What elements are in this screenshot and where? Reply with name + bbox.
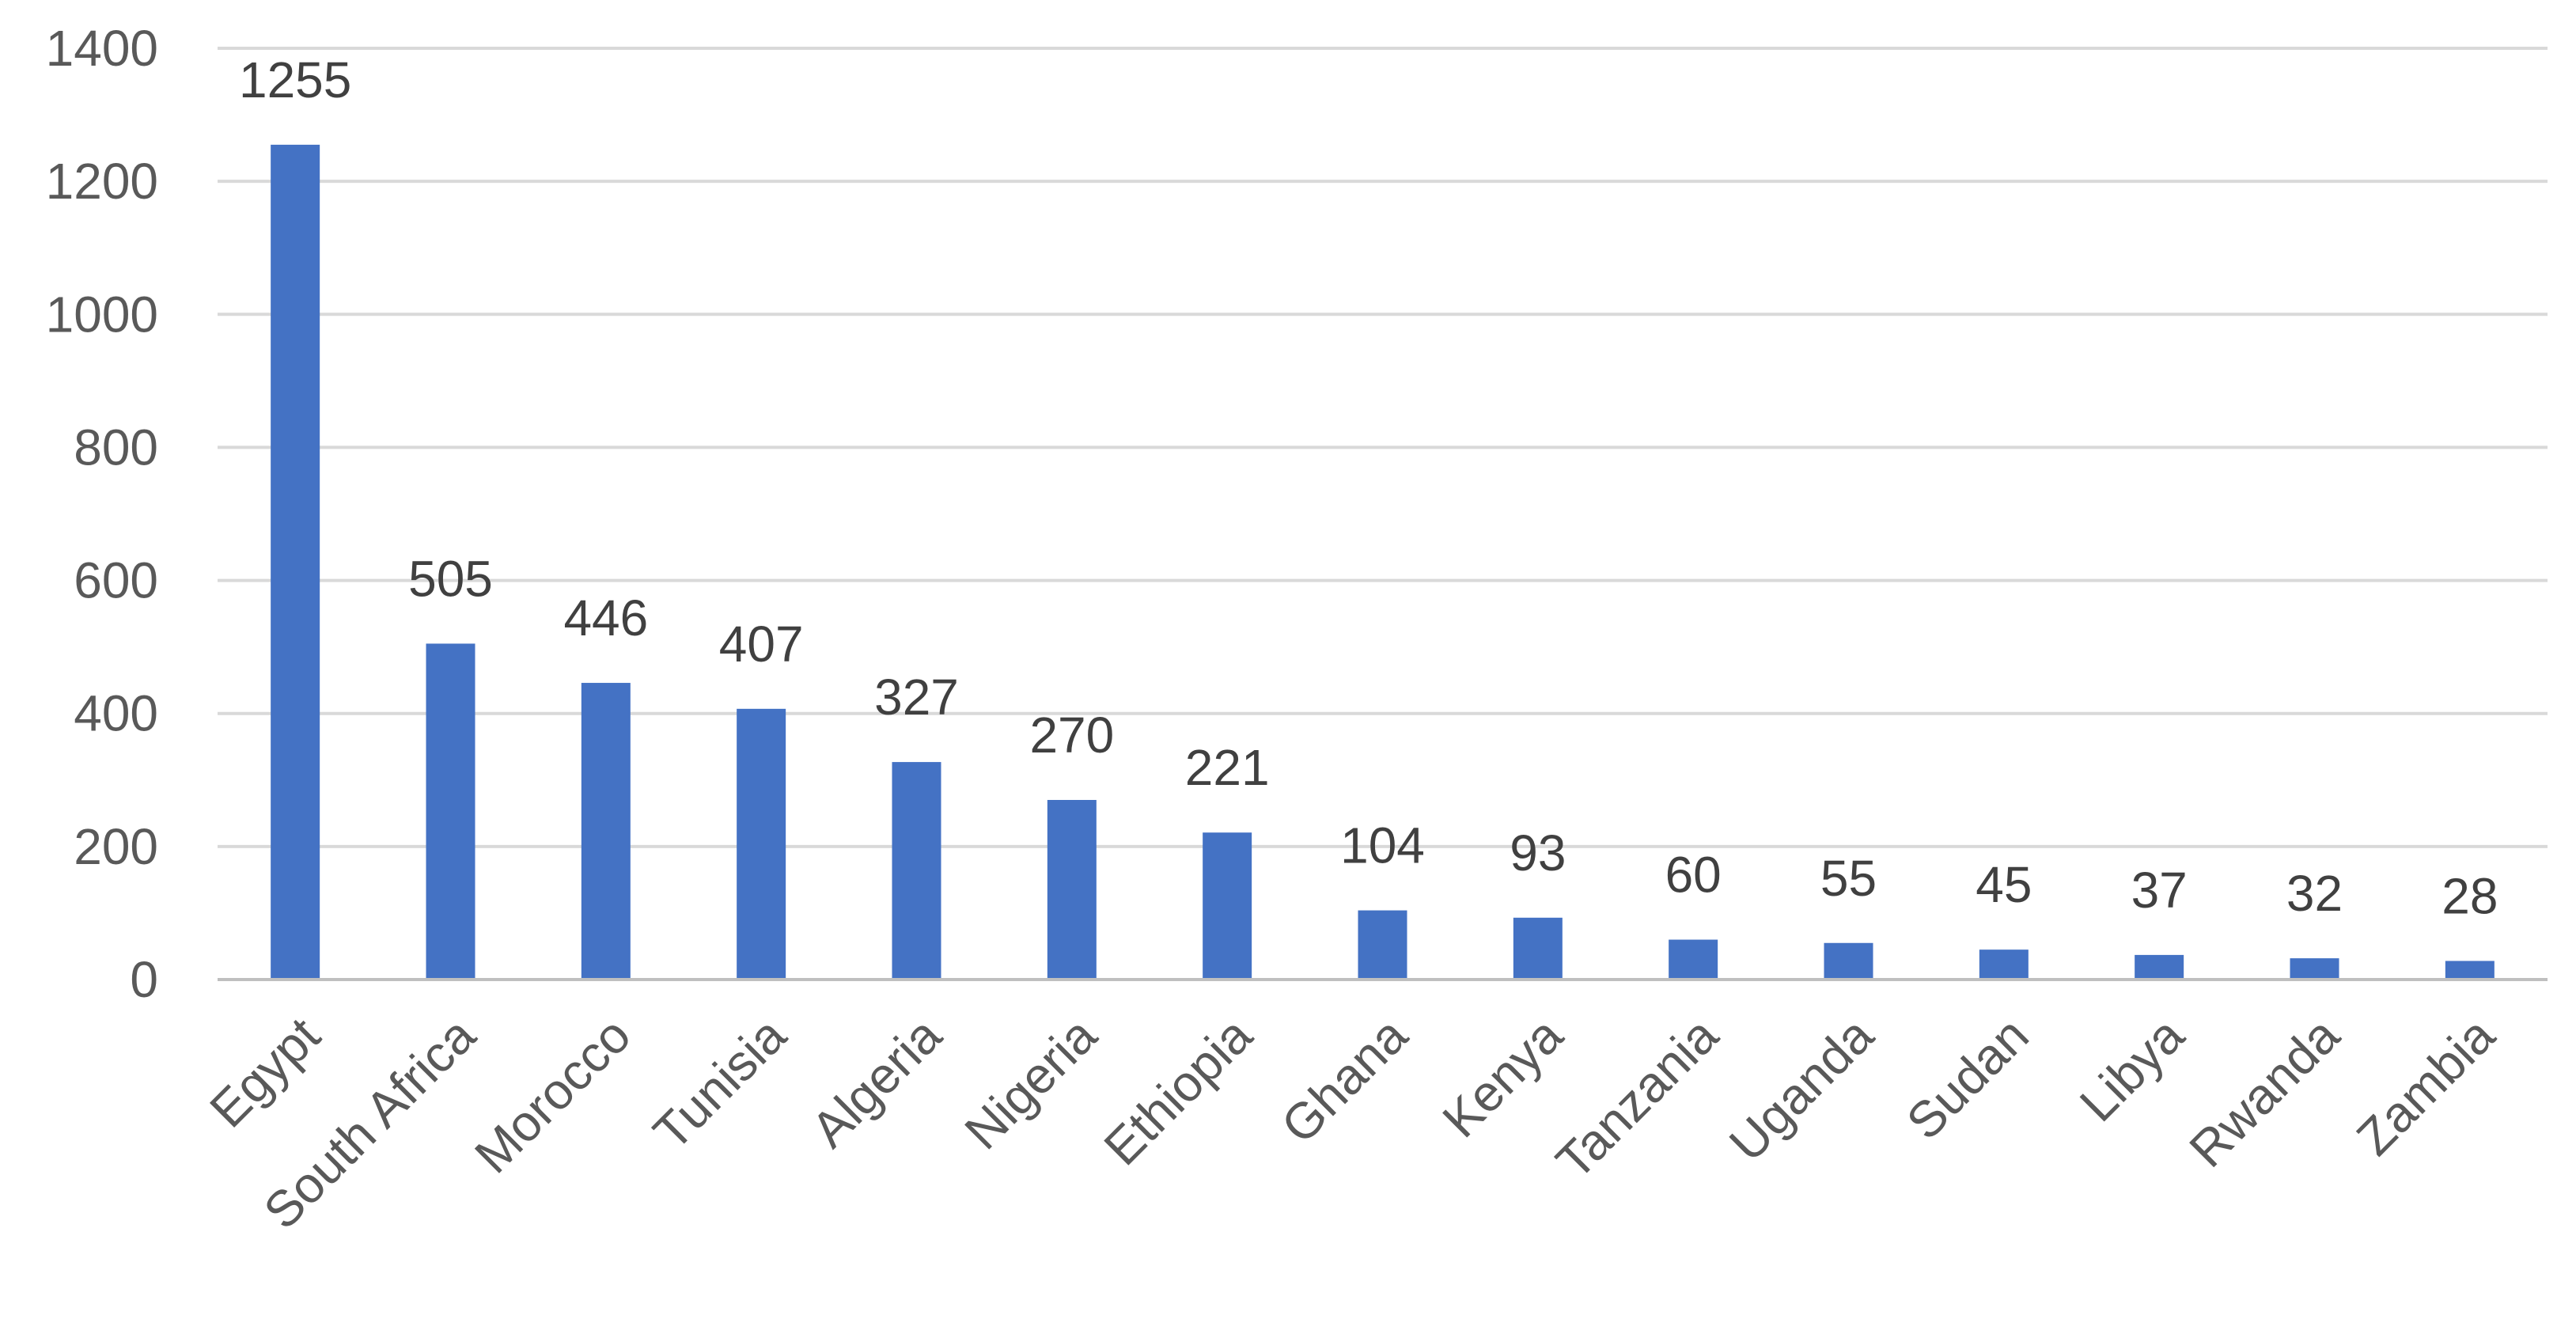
bar-egypt	[271, 144, 320, 980]
y-tick-label-1200: 1200	[46, 153, 158, 210]
x-tick-label-morocco: Morocco	[464, 1006, 641, 1184]
data-label-nigeria: 270	[1029, 707, 1114, 764]
x-tick-label-egypt: Egypt	[199, 1006, 331, 1139]
bar-morocco	[581, 683, 631, 980]
data-label-south-africa: 505	[408, 550, 493, 607]
data-labels: 1255 505 446 407 327 270 221 104 93 60 55 45 37 32 28	[239, 51, 2498, 925]
data-label-ghana: 104	[1340, 817, 1425, 874]
data-label-sudan: 45	[1976, 856, 2032, 913]
data-label-tanzania: 60	[1665, 847, 1722, 904]
x-tick-label-libya: Libya	[2069, 1006, 2195, 1132]
x-tick-label-ghana: Ghana	[1271, 1006, 1419, 1154]
x-tick-label-nigeria: Nigeria	[953, 1006, 1108, 1161]
bar-algeria	[892, 762, 941, 980]
data-label-uganda: 55	[1820, 850, 1877, 907]
data-label-algeria: 327	[874, 669, 959, 726]
y-tick-label-400: 400	[74, 685, 158, 742]
bar-libya	[2135, 954, 2184, 980]
y-axis: 0 200 400 600 800 1000 1200 1400	[46, 20, 158, 1008]
y-tick-label-600: 600	[74, 552, 158, 609]
x-tick-label-sudan: Sudan	[1896, 1006, 2040, 1150]
bar-tunisia	[737, 708, 786, 980]
bar-tanzania	[1669, 939, 1718, 980]
bar-south-africa	[426, 643, 475, 980]
data-label-morocco: 446	[563, 589, 648, 646]
bar-rwanda	[2290, 958, 2339, 980]
x-tick-label-rwanda: Rwanda	[2178, 1006, 2350, 1178]
x-tick-label-ethiopia: Ethiopia	[1093, 1006, 1263, 1177]
data-label-tunisia: 407	[719, 616, 804, 673]
y-tick-label-1400: 1400	[46, 20, 158, 77]
bar-sudan	[1979, 949, 2029, 980]
bar-ethiopia	[1203, 832, 1252, 980]
bar-uganda	[1824, 942, 1873, 980]
data-label-kenya: 93	[1510, 824, 1566, 881]
y-tick-label-200: 200	[74, 818, 158, 875]
y-tick-label-1000: 1000	[46, 286, 158, 343]
x-tick-label-zambia: Zambia	[2346, 1006, 2506, 1166]
x-tick-label-algeria: Algeria	[801, 1006, 953, 1158]
bar-kenya	[1513, 917, 1563, 980]
x-tick-label-tunisia: Tunisia	[642, 1006, 797, 1161]
x-tick-label-tanzania: Tanzania	[1545, 1006, 1729, 1190]
bars	[271, 144, 2495, 980]
data-label-ethiopia: 221	[1185, 739, 1270, 796]
x-tick-label-kenya: Kenya	[1432, 1006, 1574, 1149]
x-tick-label-uganda: Uganda	[1718, 1006, 1885, 1173]
bar-ghana	[1358, 910, 1407, 980]
grid-lines	[218, 47, 2548, 848]
data-label-zambia: 28	[2442, 867, 2498, 924]
y-tick-label-0: 0	[130, 951, 158, 1008]
data-label-libya: 37	[2131, 862, 2188, 919]
bar-zambia	[2445, 961, 2495, 980]
y-tick-label-800: 800	[74, 419, 158, 476]
bar-nigeria	[1047, 800, 1097, 980]
data-label-rwanda: 32	[2286, 865, 2343, 922]
data-label-egypt: 1255	[239, 51, 351, 108]
